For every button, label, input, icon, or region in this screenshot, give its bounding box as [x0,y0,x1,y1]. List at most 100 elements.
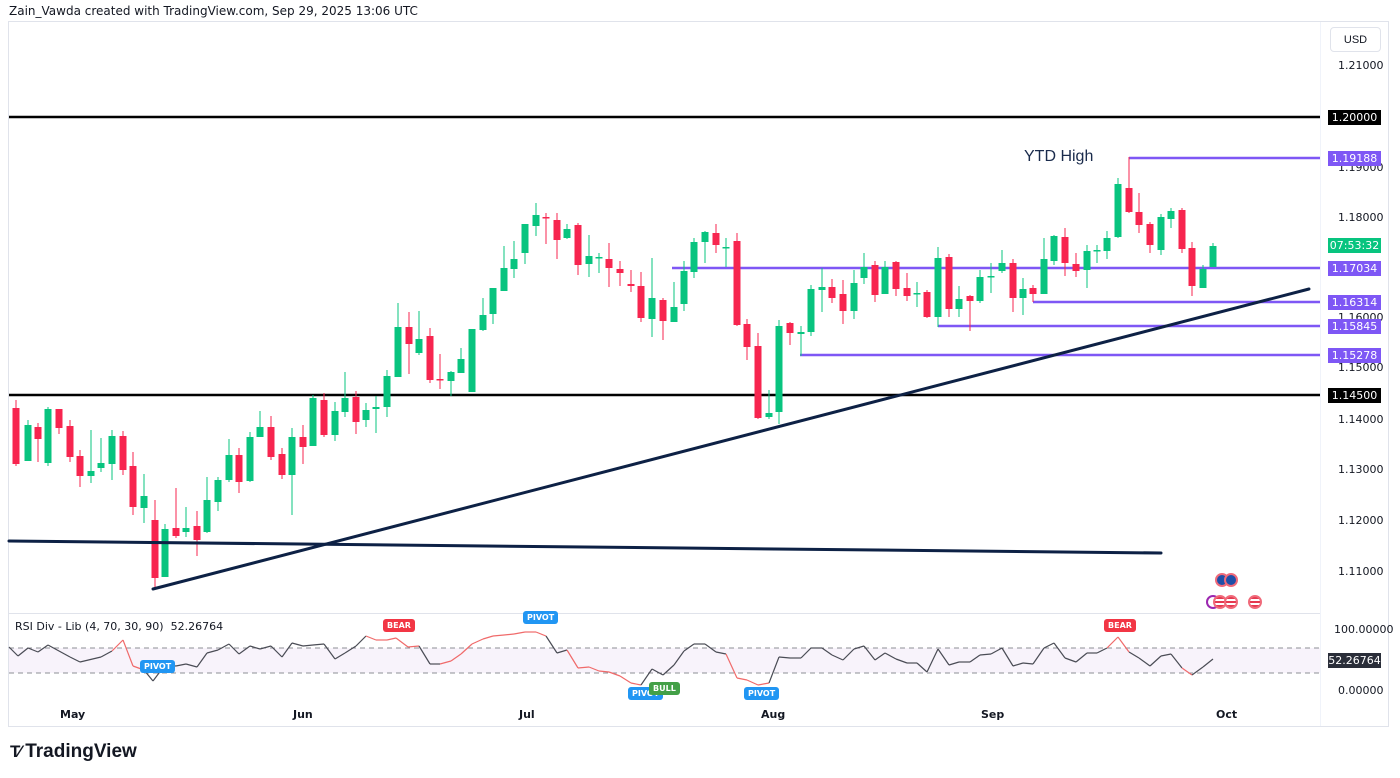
rsi-line-segment [715,651,727,655]
rsi-line-segment [831,654,844,661]
bullish-candle [1103,231,1111,259]
rsi-line-segment [1032,647,1045,665]
rsi-line-segment [37,644,49,653]
rsi-line-segment [1117,636,1130,653]
price-tag: 1.17034 [1328,261,1381,276]
bullish-candle [457,348,465,373]
trendline[interactable] [7,539,1163,555]
time-axis-label: Jul [519,708,535,721]
rsi-line-segment [8,646,19,657]
rsi-line-segment [323,643,336,660]
price-tag: 07:53:32 [1328,238,1381,253]
bullish-candle [1209,243,1217,267]
bearish-candle [892,261,900,296]
bullish-candle [585,235,593,277]
rsi-line-segment [270,645,283,658]
bearish-candle [966,295,974,331]
rsi-line-segment [800,647,812,659]
bearish-candle [754,333,762,419]
rsi-line-segment [821,647,833,656]
bullish-candle [246,432,254,482]
bullish-candle [913,282,921,307]
bullish-candle [256,411,264,437]
rsi-line-segment [196,652,208,668]
bearish-candle [743,319,751,360]
rsi-line-segment [895,658,908,664]
bullish-candle [372,396,380,433]
rsi-signal-pivot[interactable]: PIVOT [523,611,559,624]
price-axis-tick: 1.18000 [1338,211,1384,224]
bearish-candle [574,223,582,275]
bearish-candle [923,290,931,318]
rsi-line-segment [535,631,547,637]
bearish-candle [627,270,635,292]
currency-selector[interactable]: USD [1330,27,1381,52]
rsi-line-segment [725,653,738,679]
bearish-candle [1009,259,1017,312]
rsi-signal-bear[interactable]: BEAR [1104,619,1136,632]
bullish-candle [510,241,518,278]
rsi-line-segment [228,643,240,655]
bullish-candle [955,286,963,317]
rsi-signal-pivot[interactable]: PIVOT [744,687,780,700]
rsi-signal-pivot[interactable]: PIVOT [140,660,176,673]
bearish-candle [278,448,286,479]
rsi-line-segment [1012,662,1024,667]
bullish-candle [532,203,540,236]
bullish-candle [648,258,656,337]
bullish-candle [722,238,730,267]
tradingview-mark-icon: T⁄ [10,742,21,761]
price-axis-tick: 1.12000 [1338,514,1384,527]
bullish-candle [447,371,455,396]
rsi-line-segment [1022,662,1034,665]
bullish-candle [362,403,370,427]
us-flag-icon[interactable] [1224,595,1238,609]
bearish-candle [1188,242,1196,296]
bullish-candle [1093,245,1101,263]
rsi-line-segment [736,677,748,681]
rsi-indicator-title[interactable]: RSI Div - Lib (4, 70, 30, 90) 52.26764 [15,620,223,633]
bearish-candle [1072,253,1080,277]
trendline[interactable] [151,287,1311,591]
bearish-candle [1125,157,1133,213]
rsi-line-segment [630,682,642,686]
rsi-line-segment [608,671,621,677]
bullish-candle [288,428,296,515]
price-tag: 1.20000 [1328,110,1381,125]
rsi-line-segment [884,652,897,660]
bearish-candle [426,328,434,383]
bullish-candle [1167,208,1175,228]
rsi-line-segment [746,679,759,686]
bullish-candle [670,282,678,322]
rsi-line-segment [545,635,558,654]
time-axis-label: Oct [1216,708,1238,721]
rsi-line-segment [1075,652,1088,663]
price-tag: 52.26764 [1328,653,1381,668]
us-flag-icon[interactable] [1248,595,1262,609]
bearish-candle [172,488,180,538]
rsi-line-segment [291,642,304,647]
bullish-candle [203,477,211,533]
rsi-line-segment [1053,642,1066,659]
rsi-line-segment [1138,657,1151,667]
rsi-signal-bull[interactable]: BULL [649,682,680,695]
tradingview-logo[interactable]: T⁄ TradingView [10,741,137,763]
bearish-candle [193,511,201,556]
price-axis-tick: 1.14000 [1338,413,1384,426]
rsi-line-segment [1043,642,1055,649]
rsi-line-segment [1096,647,1108,654]
bearish-candle [1135,193,1143,233]
eu-flag-icon[interactable] [1224,573,1238,587]
rsi-line-segment [1128,651,1140,659]
rsi-line-segment [365,635,377,641]
rsi-line-segment [1001,647,1014,667]
rsi-line-segment [673,650,685,666]
bullish-candle [998,250,1006,273]
pane-separator[interactable] [9,613,1320,614]
rsi-line-segment [1149,655,1162,667]
rsi-line-segment [948,661,960,666]
rsi-signal-bear[interactable]: BEAR [383,619,415,632]
rsi-line-segment [302,644,314,647]
rsi-line-segment [926,648,939,673]
